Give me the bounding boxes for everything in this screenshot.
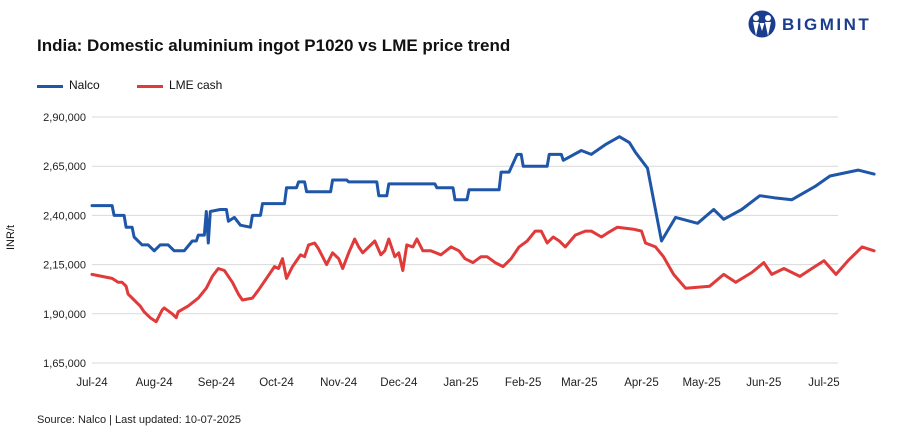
x-tick-label: Dec-24 [380,377,418,389]
y-tick-label: 1,65,000 [43,358,86,370]
legend-label-lme-cash: LME cash [169,78,223,92]
y-tick-label: 1,90,000 [43,309,86,321]
legend-swatch-lme-cash [137,85,163,88]
source-note: Source: Nalco | Last updated: 10-07-2025 [37,414,242,426]
y-tick-label: 2,90,000 [43,112,86,124]
bigmint-logo: BIGMINT [747,7,892,41]
series-line-lme-cash [90,225,876,324]
x-tick-label: Apr-25 [624,377,659,389]
x-tick-label: Jun-25 [746,377,781,389]
x-tick-label: Jan-25 [443,377,478,389]
x-tick-label: Nov-24 [320,377,358,389]
bigmint-logo-icon [748,10,776,38]
x-tick-label: Aug-24 [136,377,174,389]
x-tick-label: Oct-24 [259,377,294,389]
y-tick-label: 2,65,000 [43,161,86,173]
x-tick-label: Sep-24 [198,377,236,389]
x-tick-label: May-25 [682,377,720,389]
y-tick-label: 2,40,000 [43,210,86,222]
legend-label-nalco: Nalco [69,78,100,92]
legend-swatch-nalco [37,85,63,88]
logo-text: BIGMINT [782,15,872,34]
series-line-nalco [90,135,876,253]
x-tick-label: Jul-25 [808,377,839,389]
chart-title: India: Domestic aluminium ingot P1020 vs… [37,36,511,55]
x-tick-label: Mar-25 [561,377,597,389]
x-tick-label: Jul-24 [76,377,108,389]
y-tick-label: 2,15,000 [43,260,86,272]
x-tick-label: Feb-25 [505,377,541,389]
